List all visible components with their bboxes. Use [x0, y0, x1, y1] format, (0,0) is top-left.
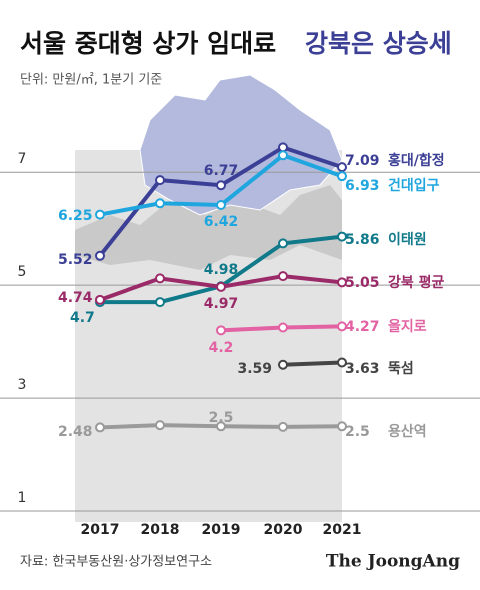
data-label: 4.97: [204, 296, 239, 312]
data-point: [278, 271, 288, 282]
x-tick-label: 2020: [264, 522, 303, 538]
series-name: 홍대/합정: [388, 152, 445, 169]
data-label: 2.48: [58, 424, 93, 440]
data-point: [155, 297, 165, 308]
x-tick-label: 2021: [323, 522, 362, 538]
x-tick-label: 2017: [81, 522, 120, 538]
data-label: 4.74: [58, 290, 93, 306]
data-point: [278, 142, 288, 153]
data-point: [216, 199, 226, 210]
data-point: [155, 420, 165, 431]
chart-title: 서울 중대형 상가 임대료: [20, 29, 276, 58]
data-label: 6.42: [204, 214, 239, 230]
data-point: [155, 273, 165, 284]
data-point: [216, 281, 226, 292]
y-tick-label: 5: [18, 264, 27, 280]
data-label: 4.98: [204, 262, 239, 278]
data-label: 5.52: [58, 252, 93, 268]
end-value-label: 4.27: [345, 319, 380, 335]
series-name: 강북 평균: [388, 274, 445, 291]
data-point: [95, 250, 105, 261]
data-point: [337, 321, 347, 332]
y-tick-label: 7: [18, 151, 27, 167]
data-label: 3.59: [237, 361, 272, 377]
chart-subtitle: 강북은 상승세: [305, 29, 452, 58]
data-point: [95, 422, 105, 433]
data-point: [216, 325, 226, 336]
data-label: 4.2: [209, 340, 234, 356]
data-point: [337, 357, 347, 368]
data-point: [216, 421, 226, 432]
data-point: [278, 359, 288, 370]
data-point: [155, 198, 165, 209]
data-point: [337, 171, 347, 182]
data-point: [278, 421, 288, 432]
series-name: 용산역: [388, 423, 427, 440]
series-line: [282, 360, 343, 367]
series-name: 이태원: [388, 231, 427, 248]
data-point: [278, 150, 288, 161]
unit-note: 단위: 만원/㎡, 1분기 기준: [20, 73, 162, 88]
end-value-label: 5.86: [345, 232, 380, 248]
data-point: [95, 209, 105, 220]
end-value-label: 2.5: [345, 424, 370, 440]
data-point: [216, 180, 226, 191]
data-label: 2.5: [209, 410, 234, 426]
data-point: [155, 175, 165, 186]
data-point: [95, 294, 105, 305]
y-tick-label: 1: [18, 490, 27, 506]
data-label: 4.7: [70, 310, 95, 326]
credit: The JoongAng: [326, 552, 460, 572]
end-value-label: 3.63: [345, 361, 380, 377]
end-value-label: 5.05: [345, 275, 380, 291]
y-tick-label: 3: [18, 377, 27, 393]
series-name: 을지로: [388, 319, 427, 335]
data-point: [278, 238, 288, 249]
data-point: [337, 421, 347, 432]
data-label: 6.25: [58, 208, 93, 224]
x-tick-label: 2019: [202, 522, 241, 538]
data-label: 6.77: [204, 163, 239, 179]
source: 자료: 한국부동산원·상가정보연구소: [20, 555, 212, 570]
x-tick-label: 2018: [141, 522, 180, 538]
end-value-label: 7.09: [345, 153, 380, 169]
data-point: [337, 162, 347, 173]
series-name: 뚝섬: [388, 361, 414, 377]
series-name: 건대입구: [388, 177, 440, 194]
end-value-label: 6.93: [345, 178, 380, 194]
data-point: [337, 277, 347, 288]
data-point: [337, 231, 347, 242]
data-point: [278, 322, 288, 333]
